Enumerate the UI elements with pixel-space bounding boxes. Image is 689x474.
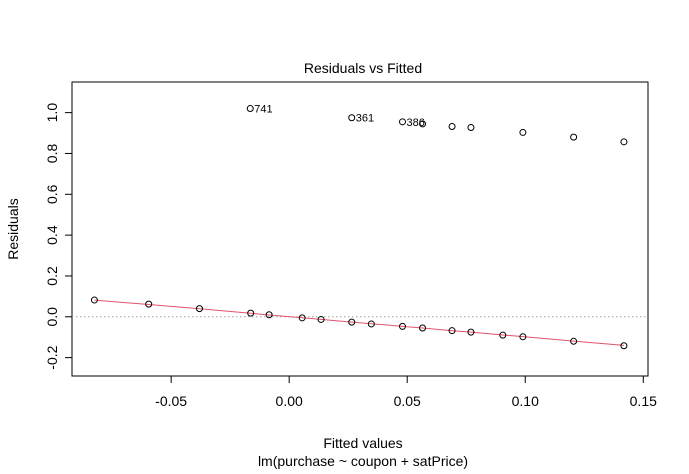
smooth-line-layer bbox=[94, 299, 624, 346]
data-point bbox=[448, 327, 456, 335]
data-point bbox=[298, 314, 306, 322]
x-tick-label: 0.00 bbox=[276, 393, 303, 409]
y-axis: -0.2 0.0 0.2 0.4 0.6 0.8 1.0 bbox=[44, 103, 73, 370]
data-point bbox=[265, 311, 273, 319]
chart-title: Residuals vs Fitted bbox=[304, 60, 422, 76]
data-point bbox=[419, 324, 427, 332]
point-label: 361 bbox=[356, 113, 374, 125]
data-point bbox=[317, 315, 325, 323]
x-axis-subtitle: lm(purchase ~ coupon + satPrice) bbox=[258, 453, 468, 469]
x-axis-label: Fitted values bbox=[323, 435, 402, 451]
x-tick-label: -0.05 bbox=[155, 393, 187, 409]
plot-frame bbox=[71, 81, 649, 377]
data-point bbox=[195, 305, 203, 313]
points-layer bbox=[90, 105, 628, 350]
y-tick-label: 1.0 bbox=[44, 103, 60, 123]
data-point bbox=[367, 320, 375, 328]
y-tick-label: 0.2 bbox=[44, 266, 60, 286]
data-point bbox=[398, 322, 406, 330]
point-label: 741 bbox=[254, 104, 272, 116]
data-point bbox=[348, 318, 356, 326]
data-point bbox=[419, 120, 427, 128]
data-point bbox=[570, 337, 578, 345]
x-tick-label: 0.15 bbox=[630, 393, 657, 409]
y-tick-label: -0.2 bbox=[44, 345, 60, 369]
x-tick-label: 0.05 bbox=[394, 393, 421, 409]
y-tick-label: 0.8 bbox=[44, 144, 60, 164]
x-tick-label: 0.10 bbox=[512, 393, 539, 409]
x-axis: -0.05 0.00 0.05 0.10 0.15 bbox=[155, 375, 657, 409]
data-point bbox=[519, 128, 527, 136]
data-point bbox=[448, 123, 456, 131]
y-tick-label: 0.6 bbox=[44, 184, 60, 204]
data-point bbox=[499, 331, 507, 339]
data-point bbox=[519, 333, 527, 341]
point-labels-layer: 741 361 386 bbox=[254, 104, 425, 129]
data-point bbox=[570, 133, 578, 141]
y-axis-label: Residuals bbox=[5, 198, 21, 259]
data-point bbox=[348, 114, 356, 122]
data-point bbox=[467, 328, 475, 336]
point-label: 386 bbox=[406, 117, 424, 129]
data-point bbox=[90, 296, 98, 304]
data-point bbox=[620, 138, 628, 146]
data-point bbox=[246, 105, 254, 113]
smoother-line bbox=[94, 299, 624, 346]
y-tick-label: 0.0 bbox=[44, 307, 60, 327]
data-point bbox=[398, 118, 406, 126]
data-point bbox=[247, 309, 255, 317]
data-point bbox=[467, 124, 475, 132]
data-point bbox=[145, 300, 153, 308]
data-point bbox=[620, 342, 628, 350]
y-tick-label: 0.4 bbox=[44, 225, 60, 245]
